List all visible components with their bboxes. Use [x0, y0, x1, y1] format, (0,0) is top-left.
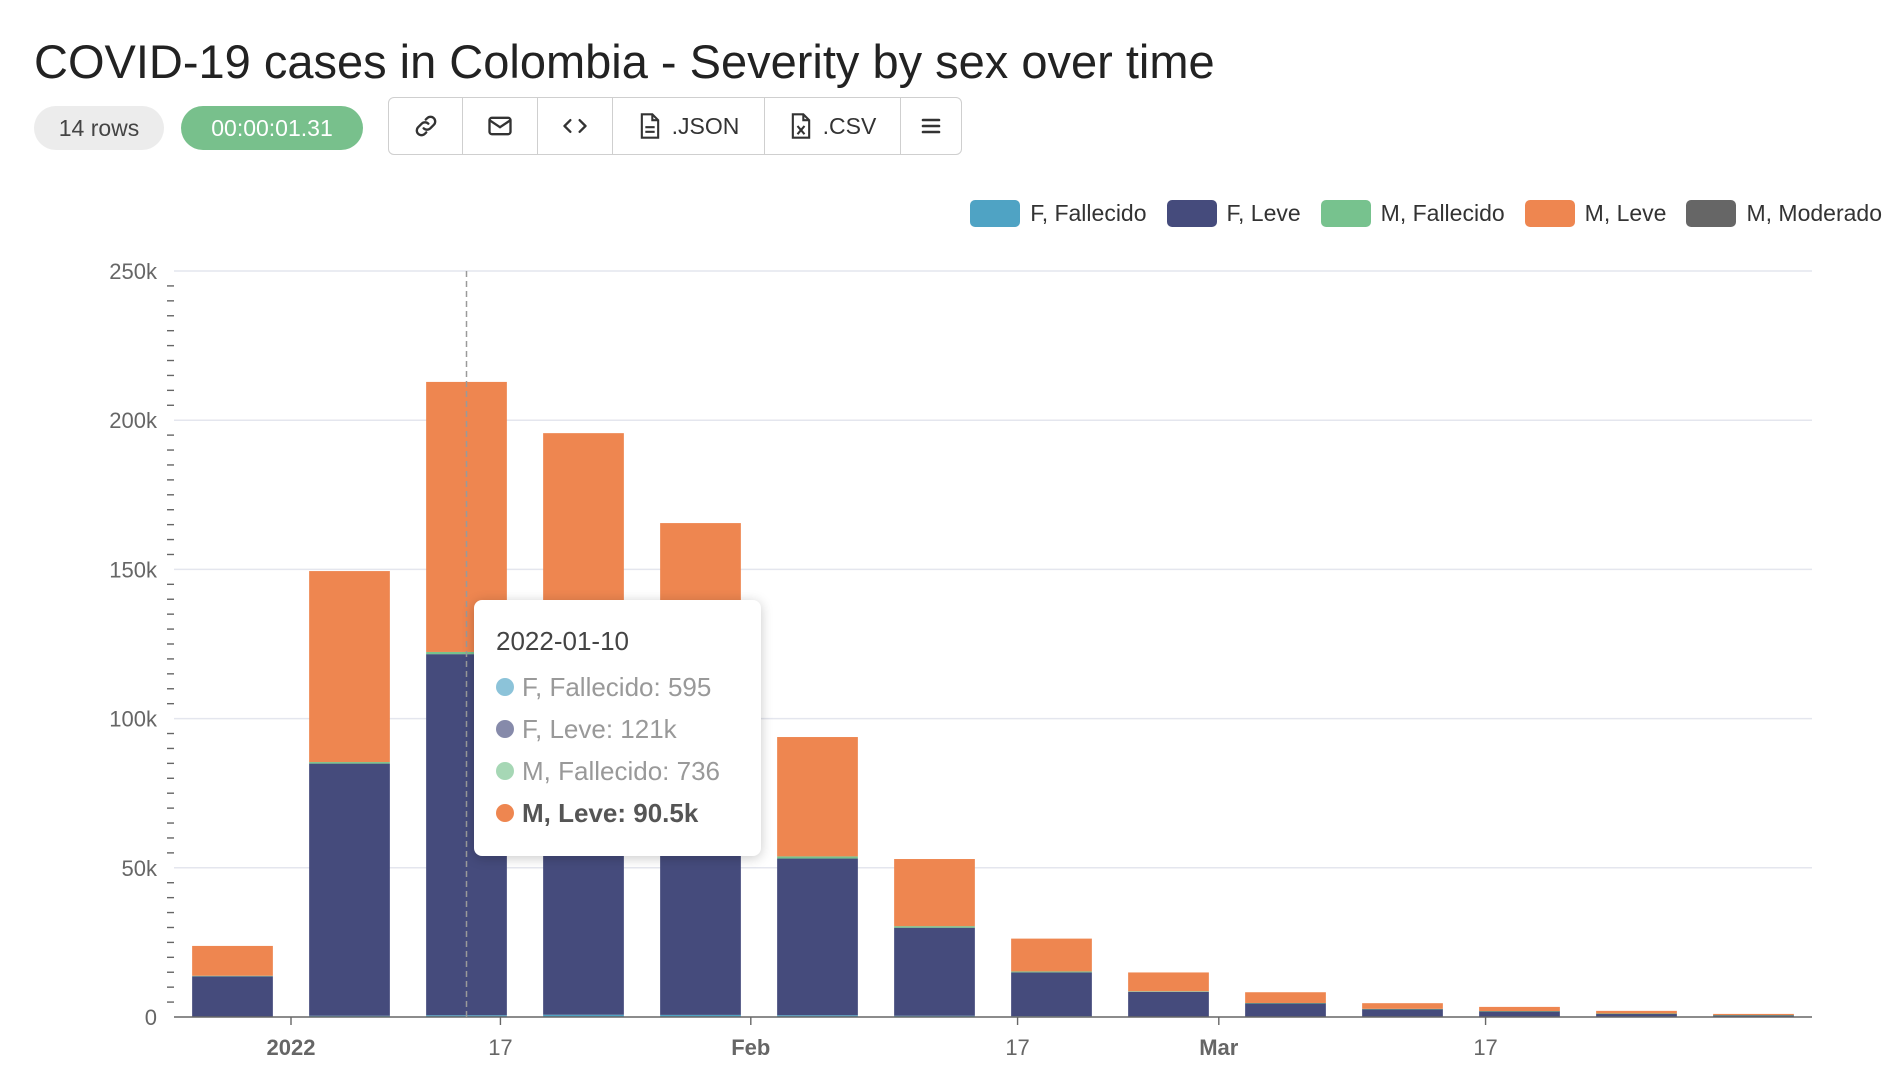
legend-swatch: [1686, 200, 1737, 227]
y-tick-label: 200k: [109, 408, 158, 433]
legend-swatch: [1320, 200, 1371, 227]
y-tick-label: 50k: [122, 856, 158, 881]
more-menu-button[interactable]: [901, 98, 961, 154]
legend-item[interactable]: M, Leve: [1524, 200, 1667, 227]
tooltip-row: M, Leve: 90.5k: [496, 792, 739, 834]
bar-segment: [1479, 1006, 1560, 1012]
export-csv-button[interactable]: .CSV: [765, 98, 901, 154]
tooltip-row-text: M, Leve: 90.5k: [522, 797, 699, 828]
code-icon: [561, 112, 589, 140]
copy-link-button[interactable]: [389, 98, 463, 154]
bar-segment: [192, 976, 273, 1017]
bar-segment: [1245, 1002, 1326, 1004]
bar-segment: [309, 571, 390, 763]
bar-segment: [1128, 991, 1209, 992]
legend-swatch: [1524, 200, 1575, 227]
legend-label: M, Moderado: [1746, 200, 1882, 226]
x-tick-label: 17: [488, 1035, 512, 1060]
bar-segment: [1596, 1013, 1677, 1015]
bar-segment: [1362, 1003, 1443, 1009]
bar-segment: [1245, 992, 1326, 1003]
legend-label: M, Leve: [1584, 200, 1667, 226]
file-text-icon: [638, 112, 662, 140]
legend-swatch: [970, 200, 1021, 227]
bar-segment: [1713, 1015, 1794, 1017]
tooltip-series-dot: [496, 804, 514, 822]
x-tick-label: 17: [1005, 1035, 1029, 1060]
bar-segment: [1596, 1010, 1677, 1014]
x-tick-label: 2022: [267, 1035, 316, 1060]
legend-label: M, Fallecido: [1380, 200, 1505, 226]
bar-segment: [777, 1015, 858, 1017]
bar-segment: [543, 1014, 624, 1017]
export-json-button[interactable]: .JSON: [613, 98, 765, 154]
bar-segment: [309, 763, 390, 1016]
bar-segment: [1011, 971, 1092, 973]
bar-segment: [1596, 1013, 1677, 1017]
bar-segment: [777, 858, 858, 1016]
bar-segment: [894, 859, 975, 927]
legend-label: F, Leve: [1226, 200, 1301, 226]
link-icon: [412, 112, 440, 140]
x-tick-label: Feb: [731, 1035, 770, 1060]
legend-item[interactable]: M, Moderado: [1686, 200, 1882, 227]
bar-segment: [1713, 1015, 1794, 1016]
tooltip-series-dot: [496, 720, 514, 738]
chart-legend: F, Fallecido F, Leve M, Fallecido M, Leve M,…: [970, 200, 1882, 227]
bar-segment: [777, 737, 858, 857]
tooltip-row: F, Leve: 121k: [496, 708, 739, 750]
email-button[interactable]: [463, 98, 538, 154]
legend-item[interactable]: F, Fallecido: [970, 200, 1147, 227]
bar-segment: [1128, 991, 1209, 1017]
tooltip-series-dot: [496, 678, 514, 696]
bar-segment: [894, 926, 975, 928]
tooltip-row-text: F, Leve: 121k: [522, 713, 677, 744]
page-title: COVID-19 cases in Colombia - Severity by…: [34, 35, 1215, 88]
tooltip-row: F, Fallecido: 595: [496, 666, 739, 708]
file-spreadsheet-icon: [789, 112, 813, 140]
x-tick-label: Mar: [1199, 1035, 1239, 1060]
chart-tooltip: 2022-01-10 F, Fallecido: 595 F, Leve: 121…: [474, 600, 761, 856]
tooltip-date: 2022-01-10: [496, 626, 629, 656]
bar-segment: [1128, 972, 1209, 992]
tooltip-series-dot: [496, 762, 514, 780]
y-tick-label: 250k: [109, 259, 158, 284]
bar-segment: [1713, 1013, 1794, 1016]
bar-segment: [660, 1014, 741, 1017]
bar-segment: [1245, 1003, 1326, 1017]
bar-segment: [192, 945, 273, 976]
embed-code-button[interactable]: [538, 98, 613, 154]
csv-label: .CSV: [822, 112, 877, 139]
legend-swatch: [1166, 200, 1217, 227]
tooltip-row: M, Fallecido: 736: [496, 750, 739, 792]
y-tick-label: 0: [145, 1005, 157, 1030]
y-tick-label: 150k: [109, 557, 158, 582]
bar-segment: [1479, 1011, 1560, 1012]
envelope-icon: [486, 112, 514, 140]
bar-segment: [1362, 1008, 1443, 1010]
export-toolbar: .JSON .CSV: [388, 97, 962, 155]
bar-segment: [894, 927, 975, 1016]
json-label: .JSON: [671, 112, 740, 139]
x-tick-label: 17: [1473, 1035, 1497, 1060]
tooltip-row-text: F, Fallecido: 595: [522, 671, 712, 702]
query-time-badge: 00:00:01.31: [181, 106, 363, 150]
tooltip-row-text: M, Fallecido: 736: [522, 755, 720, 786]
bar-segment: [1011, 938, 1092, 972]
y-tick-label: 100k: [109, 707, 158, 732]
legend-item[interactable]: F, Leve: [1166, 200, 1301, 227]
legend-item[interactable]: M, Fallecido: [1320, 200, 1505, 227]
bar-segment: [192, 975, 273, 977]
legend-label: F, Fallecido: [1030, 200, 1147, 226]
bar-segment: [1011, 972, 1092, 1017]
row-count-badge: 14 rows: [34, 106, 164, 150]
bar-segment: [1479, 1011, 1560, 1017]
hamburger-menu-icon: [918, 114, 944, 138]
bar-segment: [1362, 1009, 1443, 1017]
bar-segment: [309, 762, 390, 764]
bar-segment: [777, 856, 858, 859]
